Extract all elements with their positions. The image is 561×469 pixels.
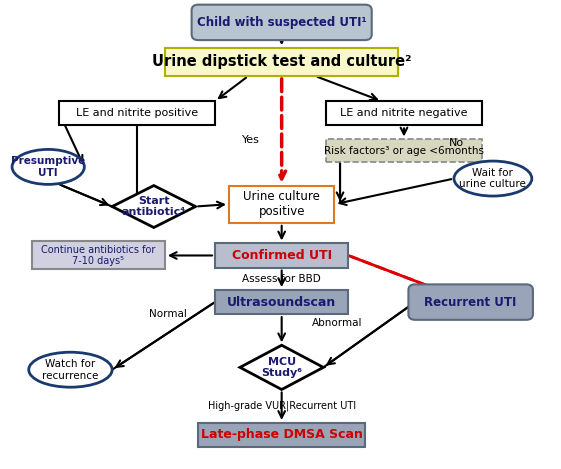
Text: Risk factors³ or age <6months: Risk factors³ or age <6months	[324, 145, 484, 156]
Text: Confirmed UTI: Confirmed UTI	[232, 249, 332, 262]
FancyBboxPatch shape	[408, 284, 533, 320]
Ellipse shape	[29, 352, 112, 387]
FancyBboxPatch shape	[215, 243, 348, 268]
Text: Urine dipstick test and culture²: Urine dipstick test and culture²	[152, 54, 411, 69]
FancyBboxPatch shape	[215, 290, 348, 314]
Ellipse shape	[12, 150, 84, 184]
Ellipse shape	[454, 161, 532, 196]
Text: Wait for
urine culture: Wait for urine culture	[459, 168, 526, 189]
Polygon shape	[112, 186, 196, 227]
Text: Abnormal: Abnormal	[312, 318, 363, 328]
Text: Continue antibiotics for
7-10 days⁵: Continue antibiotics for 7-10 days⁵	[41, 245, 155, 266]
FancyBboxPatch shape	[326, 101, 482, 125]
FancyBboxPatch shape	[165, 48, 398, 76]
Text: Assess for BBD: Assess for BBD	[242, 274, 321, 284]
FancyBboxPatch shape	[192, 5, 372, 40]
Polygon shape	[240, 345, 323, 390]
Text: LE and nitrite negative: LE and nitrite negative	[340, 108, 468, 118]
Text: Urine culture
positive: Urine culture positive	[243, 190, 320, 218]
Text: Child with suspected UTI¹: Child with suspected UTI¹	[197, 16, 366, 29]
Text: Watch for
recurrence: Watch for recurrence	[42, 359, 99, 380]
Text: High-grade VUR|Recurrent UTI: High-grade VUR|Recurrent UTI	[208, 401, 356, 411]
FancyBboxPatch shape	[229, 186, 334, 223]
Text: No: No	[449, 138, 465, 148]
Text: Yes: Yes	[242, 136, 260, 145]
Text: Recurrent UTI: Recurrent UTI	[425, 295, 517, 309]
Text: MCU
Study⁶: MCU Study⁶	[261, 356, 302, 378]
Text: Start
antibiotic⁴: Start antibiotic⁴	[122, 196, 186, 217]
FancyBboxPatch shape	[326, 139, 482, 162]
FancyBboxPatch shape	[31, 242, 165, 270]
FancyBboxPatch shape	[198, 423, 365, 447]
Text: Presumptive
UTI: Presumptive UTI	[11, 156, 85, 178]
Text: Late-phase DMSA Scan: Late-phase DMSA Scan	[201, 429, 362, 441]
FancyBboxPatch shape	[59, 101, 215, 125]
Text: Normal: Normal	[149, 309, 187, 319]
Text: LE and nitrite positive: LE and nitrite positive	[76, 108, 198, 118]
Text: Ultrasoundscan: Ultrasoundscan	[227, 295, 336, 309]
